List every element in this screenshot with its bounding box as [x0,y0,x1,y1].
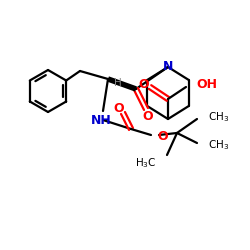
Text: NH: NH [90,114,112,126]
Text: O: O [139,78,149,90]
Text: H$_3$C: H$_3$C [136,156,157,170]
Text: N: N [163,60,173,74]
Text: OH: OH [196,78,217,90]
Text: O: O [157,130,168,142]
Text: CH$_3$: CH$_3$ [208,138,229,152]
Text: H: H [114,78,122,88]
Text: O: O [143,110,153,124]
Text: O: O [114,102,124,114]
Text: CH$_3$: CH$_3$ [208,110,229,124]
